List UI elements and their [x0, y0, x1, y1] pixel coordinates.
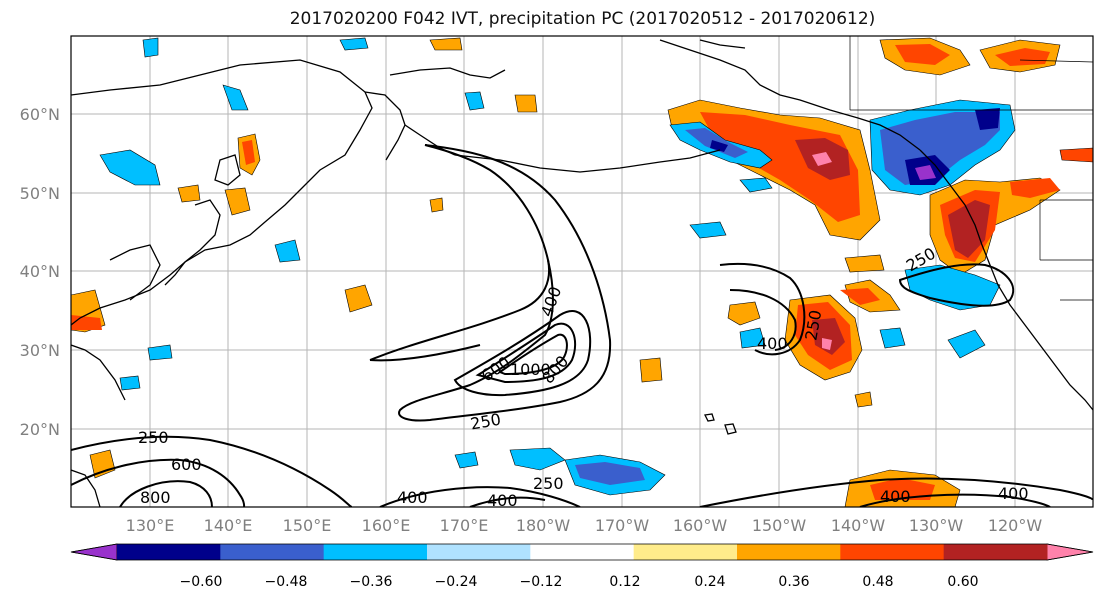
colorbar-segment: [737, 544, 841, 560]
lat-label: 40°N: [20, 262, 60, 281]
lat-label: 30°N: [20, 341, 60, 360]
colorbar-outline: [70, 543, 1094, 561]
contour-label: 400: [998, 484, 1029, 503]
contour-label: 1000: [510, 360, 551, 379]
coastlines: [71, 39, 1093, 507]
contour-label: 600: [171, 455, 202, 474]
colorbar-tick-labels: −0.60 −0.48 −0.36 −0.24 −0.12 0.12 0.24 …: [180, 574, 979, 590]
lon-label: 170°W: [595, 516, 650, 535]
lon-label: 150°W: [752, 516, 807, 535]
colorbar-tick: 0.12: [609, 574, 640, 590]
lon-label: 140°W: [831, 516, 886, 535]
colorbar-tick: −0.60: [180, 574, 223, 590]
lon-label: 150°E: [283, 516, 332, 535]
lon-label: 160°E: [362, 516, 411, 535]
colorbar-tick: 0.60: [947, 574, 978, 590]
lon-label: 170°E: [440, 516, 489, 535]
longitude-labels: 130°E 140°E 150°E 160°E 170°E 180°W 170°…: [126, 516, 1043, 535]
colorbar-tick: 0.48: [862, 574, 893, 590]
precip-anomaly-shading: [71, 37, 1093, 507]
colorbar-tick: −0.48: [265, 574, 308, 590]
lat-label: 60°N: [20, 105, 60, 124]
lon-label: 120°W: [988, 516, 1043, 535]
contour-label: 400: [487, 491, 518, 510]
lat-label: 50°N: [20, 184, 60, 203]
lon-label: 140°E: [204, 516, 253, 535]
colorbar-segment: [943, 544, 1048, 560]
colorbar-tick: −0.36: [350, 574, 393, 590]
lon-label: 180°W: [516, 516, 571, 535]
lon-label: 160°W: [673, 516, 728, 535]
colorbar-segment: [840, 544, 945, 560]
lon-label: 130°W: [909, 516, 964, 535]
latitude-labels: 60°N 50°N 40°N 30°N 20°N: [20, 105, 60, 439]
map-title: 2017020200 F042 IVT, precipitation PC (2…: [289, 9, 876, 29]
contour-label: 800: [140, 488, 171, 507]
lon-label: 130°E: [126, 516, 175, 535]
lat-label: 20°N: [20, 420, 60, 439]
colorbar-tick: −0.12: [520, 574, 563, 590]
colorbar: [70, 543, 1094, 561]
ivt-contours: [71, 144, 1093, 507]
contour-label: 400: [397, 488, 428, 507]
map-frame: [70, 35, 1094, 508]
colorbar-tick: −0.24: [435, 574, 478, 590]
colorbar-segment: [220, 544, 325, 560]
contour-label: 250: [138, 428, 169, 447]
colorbar-low-extend: [70, 543, 118, 561]
colorbar-segment: [427, 544, 531, 560]
contour-label: 250: [533, 474, 564, 493]
colorbar-tick: 0.24: [694, 574, 725, 590]
colorbar-segment: [633, 544, 738, 560]
contour-label: 400: [880, 487, 911, 506]
political-borders: [849, 36, 1093, 301]
colorbar-segment: [117, 544, 221, 560]
colorbar-segment: [530, 544, 635, 560]
colorbar-segment: [323, 544, 428, 560]
contour-label: 400: [757, 334, 788, 353]
colorbar-high-extend: [1046, 543, 1094, 561]
colorbar-tick: 0.36: [778, 574, 809, 590]
